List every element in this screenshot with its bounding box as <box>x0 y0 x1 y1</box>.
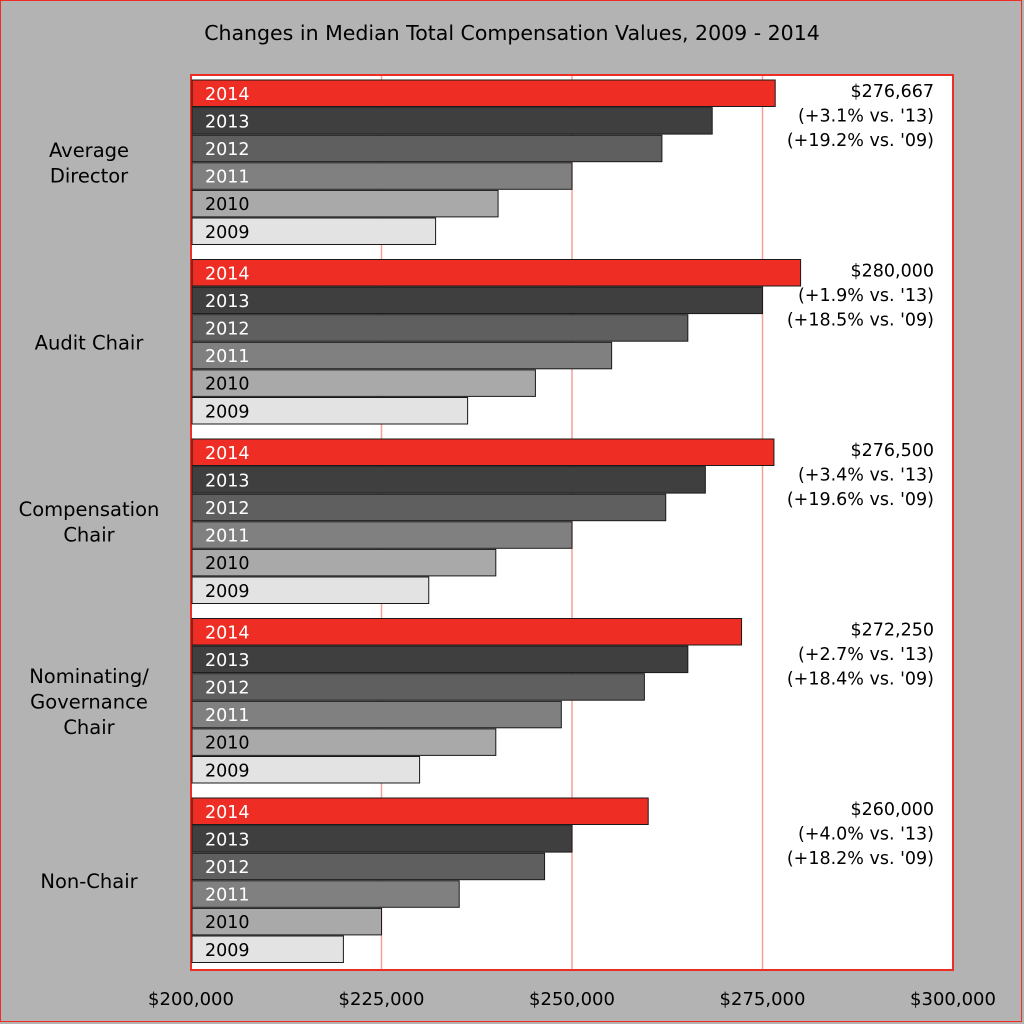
bar-year-label: 2010 <box>205 554 250 574</box>
bar-year-label: 2009 <box>205 582 250 602</box>
bar-2012 <box>191 673 645 701</box>
bar-2014 <box>191 438 775 466</box>
bar-year-label: 2011 <box>205 347 250 367</box>
bar-2010 <box>191 907 382 936</box>
bar-2011 <box>191 162 573 190</box>
bar-2010 <box>191 548 497 577</box>
value-annotation: (+3.1% vs. '13) <box>798 107 934 127</box>
bar-year-label: 2009 <box>205 223 250 243</box>
bar-year-label: 2014 <box>205 85 250 105</box>
x-tick-label: $225,000 <box>339 989 425 1010</box>
category-label: Governance <box>30 690 148 713</box>
bar-year-label: 2010 <box>205 375 250 395</box>
value-annotation: $276,667 <box>850 82 934 102</box>
bar-year-label: 2013 <box>205 830 250 850</box>
bar-2014 <box>191 797 649 825</box>
value-annotation: $260,000 <box>850 800 934 820</box>
bar-2009 <box>191 756 421 784</box>
value-annotation: $272,250 <box>850 621 934 641</box>
category-label: Director <box>50 165 129 188</box>
bar-year-label: 2010 <box>205 734 250 754</box>
bar-year-label: 2013 <box>205 292 250 312</box>
bar-year-label: 2014 <box>205 444 250 464</box>
chart-title: Changes in Median Total Compensation Val… <box>204 21 820 45</box>
value-annotation: (+18.5% vs. '09) <box>787 311 934 331</box>
x-tick-label: $300,000 <box>910 989 996 1010</box>
value-annotation: (+4.0% vs. '13) <box>798 825 934 845</box>
bar-year-label: 2011 <box>205 168 250 188</box>
bar-2012 <box>191 493 667 522</box>
bar-year-label: 2012 <box>205 858 250 878</box>
bar-year-label: 2014 <box>205 803 250 823</box>
bars-layer <box>191 79 802 963</box>
bar-2009 <box>191 935 344 963</box>
labels-layer: 2014 2013 2012 2011 2010 2009 Average Director $… <box>19 82 934 961</box>
bar-year-label: 2009 <box>205 761 250 781</box>
value-annotation: $280,000 <box>850 262 934 282</box>
bar-2009 <box>191 397 469 425</box>
x-tick-label: $200,000 <box>148 989 234 1010</box>
bar-2013 <box>191 107 713 135</box>
bar-year-label: 2012 <box>205 678 250 698</box>
bar-2010 <box>191 728 497 756</box>
x-axis-ticks: $200,000 $225,000 $250,000 $275,000 $300,000 <box>148 989 996 1010</box>
bar-year-label: 2011 <box>205 886 250 906</box>
bar-year-label: 2014 <box>205 264 250 284</box>
bar-2010 <box>191 189 499 218</box>
bar-2011 <box>191 700 562 729</box>
bar-2013 <box>191 286 763 315</box>
category-label: Chair <box>63 524 115 547</box>
bar-year-label: 2012 <box>205 499 250 519</box>
bar-2012 <box>191 314 689 342</box>
bar-2009 <box>191 217 437 245</box>
bar-year-label: 2010 <box>205 195 250 215</box>
bar-2013 <box>191 466 706 494</box>
category-label: Nominating/ <box>29 665 149 688</box>
value-annotation: $276,500 <box>850 441 934 461</box>
value-annotation: (+2.7% vs. '13) <box>798 645 934 665</box>
bar-year-label: 2010 <box>205 913 250 933</box>
value-annotation: (+18.4% vs. '09) <box>787 670 934 690</box>
bar-2011 <box>191 880 460 908</box>
category-label: Compensation <box>19 498 160 521</box>
value-annotation: (+3.4% vs. '13) <box>798 466 934 486</box>
bar-2012 <box>191 852 546 881</box>
bar-year-label: 2014 <box>205 623 250 643</box>
bar-year-label: 2013 <box>205 112 250 132</box>
bar-year-label: 2009 <box>205 402 250 422</box>
bar-2011 <box>191 341 613 370</box>
category-label: Non-Chair <box>40 870 138 893</box>
bar-year-label: 2009 <box>205 941 250 961</box>
bar-2013 <box>191 645 689 674</box>
bar-2014 <box>191 618 743 646</box>
bar-2012 <box>191 134 663 163</box>
bar-year-label: 2012 <box>205 140 250 160</box>
bar-year-label: 2012 <box>205 319 250 339</box>
x-tick-label: $275,000 <box>720 989 806 1010</box>
bar-year-label: 2011 <box>205 527 250 547</box>
category-label: Audit Chair <box>35 331 145 354</box>
bar-year-label: 2013 <box>205 471 250 491</box>
category-label: Chair <box>63 716 115 739</box>
value-annotation: (+19.6% vs. '09) <box>787 490 934 510</box>
value-annotation: (+1.9% vs. '13) <box>798 286 934 306</box>
value-annotation: (+19.2% vs. '09) <box>787 131 934 151</box>
bar-2010 <box>191 369 536 397</box>
bar-year-label: 2011 <box>205 706 250 726</box>
value-annotation: (+18.2% vs. '09) <box>787 849 934 869</box>
bar-2014 <box>191 259 802 287</box>
category-label: Average <box>49 139 129 162</box>
bar-year-label: 2013 <box>205 651 250 671</box>
x-tick-label: $250,000 <box>529 989 615 1010</box>
bar-2009 <box>191 576 430 604</box>
bar-2014 <box>191 79 776 107</box>
bar-2013 <box>191 825 573 853</box>
bar-2011 <box>191 521 573 549</box>
